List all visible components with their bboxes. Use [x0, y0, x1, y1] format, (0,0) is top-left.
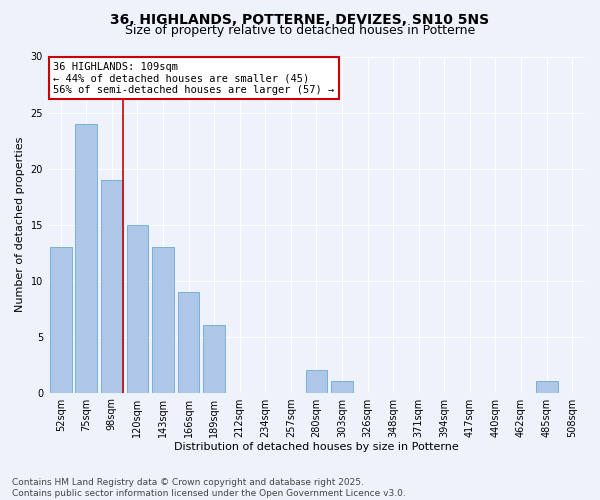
Text: 36, HIGHLANDS, POTTERNE, DEVIZES, SN10 5NS: 36, HIGHLANDS, POTTERNE, DEVIZES, SN10 5…	[110, 12, 490, 26]
Text: Size of property relative to detached houses in Potterne: Size of property relative to detached ho…	[125, 24, 475, 37]
X-axis label: Distribution of detached houses by size in Potterne: Distribution of detached houses by size …	[174, 442, 459, 452]
Bar	[50, 247, 71, 392]
Bar	[101, 180, 123, 392]
Bar	[305, 370, 328, 392]
Bar	[536, 382, 557, 392]
Bar	[76, 124, 97, 392]
Bar	[127, 224, 148, 392]
Text: 36 HIGHLANDS: 109sqm
← 44% of detached houses are smaller (45)
56% of semi-detac: 36 HIGHLANDS: 109sqm ← 44% of detached h…	[53, 62, 335, 94]
Bar	[152, 247, 174, 392]
Text: Contains HM Land Registry data © Crown copyright and database right 2025.
Contai: Contains HM Land Registry data © Crown c…	[12, 478, 406, 498]
Bar	[178, 292, 199, 392]
Y-axis label: Number of detached properties: Number of detached properties	[15, 137, 25, 312]
Bar	[203, 326, 225, 392]
Bar	[331, 382, 353, 392]
